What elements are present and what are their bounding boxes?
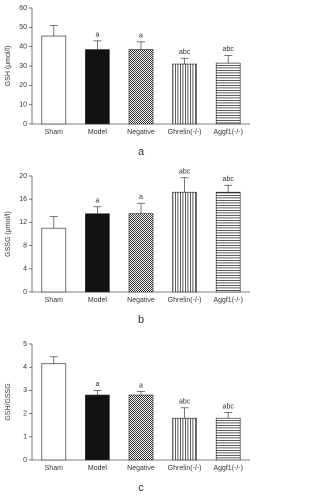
annotation: abc: [223, 176, 235, 183]
y-tick-label: 4: [23, 266, 27, 273]
y-tick-label: 0: [23, 457, 27, 464]
x-tick-label: Ghrelin(-/-): [168, 297, 202, 304]
annotation: a: [139, 194, 143, 201]
annotation: a: [95, 32, 99, 39]
x-tick-label: Model: [88, 297, 108, 304]
y-tick-label: 40: [19, 44, 27, 51]
annotation: abc: [179, 169, 191, 176]
annotation: a: [139, 33, 143, 40]
x-tick-label: Negative: [127, 129, 155, 136]
y-tick-label: 4: [23, 364, 27, 371]
y-tick-label: 1: [23, 434, 27, 441]
y-tick-label: 30: [19, 63, 27, 70]
annotation: abc: [179, 49, 191, 56]
bar: [172, 417, 197, 461]
y-axis-label: GSSG (μmol/l): [5, 211, 12, 257]
bar: [41, 227, 67, 293]
annotation: a: [95, 381, 99, 388]
x-tick-label: Negative: [127, 465, 155, 472]
bar: [128, 213, 154, 293]
y-tick-label: 8: [23, 242, 27, 249]
bar: [85, 49, 110, 125]
bar: [172, 63, 197, 125]
y-tick-label: 5: [23, 341, 27, 348]
y-axis-label: GSH (μmol/l): [5, 46, 12, 87]
x-tick-label: Sham: [45, 129, 63, 136]
caption: a: [138, 146, 145, 158]
annotation: a: [95, 198, 99, 205]
bar: [172, 191, 197, 293]
bar: [85, 213, 110, 293]
y-tick-label: 16: [19, 196, 27, 203]
y-tick-label: 60: [19, 5, 27, 12]
caption: c: [138, 482, 144, 494]
bar: [215, 62, 241, 125]
bar: [215, 191, 241, 293]
y-tick-label: 3: [23, 387, 27, 394]
x-tick-label: Ghrelin(-/-): [168, 465, 202, 472]
y-tick-label: 50: [19, 24, 27, 31]
x-tick-label: Aggf1(-/-): [213, 129, 243, 136]
bar: [128, 394, 154, 461]
x-tick-label: Sham: [45, 465, 63, 472]
y-tick-label: 0: [23, 289, 27, 296]
x-tick-label: Ghrelin(-/-): [168, 129, 202, 136]
bar: [41, 35, 67, 125]
y-axis-label: GSH/GSSG: [5, 383, 12, 420]
x-tick-label: Negative: [127, 297, 155, 304]
annotation: a: [139, 382, 143, 389]
annotation: abc: [223, 403, 235, 410]
bar: [128, 49, 154, 125]
annotation: abc: [223, 46, 235, 53]
x-tick-label: Model: [88, 129, 108, 136]
y-tick-label: 20: [19, 82, 27, 89]
y-tick-label: 2: [23, 410, 27, 417]
caption: b: [138, 314, 144, 326]
y-tick-label: 0: [23, 121, 27, 128]
bar: [41, 363, 67, 461]
annotation: abc: [179, 399, 191, 406]
bar: [215, 417, 241, 461]
y-tick-label: 10: [19, 102, 27, 109]
y-tick-label: 12: [19, 219, 27, 226]
bar: [85, 394, 110, 461]
x-tick-label: Aggf1(-/-): [213, 465, 243, 472]
x-tick-label: Model: [88, 465, 108, 472]
x-tick-label: Aggf1(-/-): [213, 297, 243, 304]
x-tick-label: Sham: [45, 297, 63, 304]
y-tick-label: 20: [19, 173, 27, 180]
